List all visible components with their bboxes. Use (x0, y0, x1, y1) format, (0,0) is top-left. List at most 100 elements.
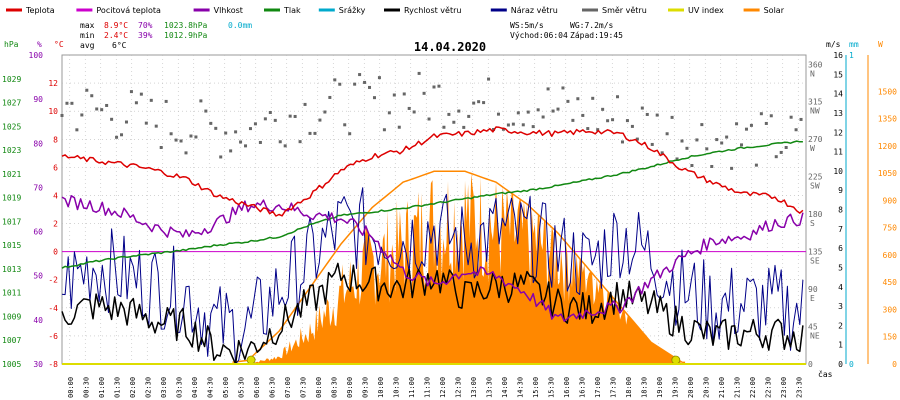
solar-tick: 900 (883, 196, 898, 205)
humidity-tick: 90 (33, 95, 43, 104)
humidity-unit: % (37, 40, 42, 49)
x-tick-label: 07:00 (284, 377, 292, 398)
wind-direction-point (110, 117, 114, 121)
humidity-tick: 50 (33, 272, 43, 281)
wind-direction-point (358, 73, 362, 77)
direction-tick: 180 (808, 210, 823, 219)
wind-direction-point (154, 124, 158, 128)
wind-direction-point (442, 125, 446, 129)
x-tick-label: 15:00 (532, 377, 540, 398)
wind-tick: 15 (833, 70, 843, 79)
wind-direction-point (496, 112, 500, 116)
wind-tick: 3 (838, 302, 843, 311)
x-tick-label: 14:30 (516, 377, 524, 398)
wind-direction-point (258, 140, 262, 144)
wind-direction-point (690, 164, 694, 168)
temp-tick: 4 (53, 191, 58, 200)
x-tick-label: 22:00 (749, 377, 757, 398)
stat-max-temp: 8.9°C (104, 21, 128, 30)
wind-direction-point (343, 123, 347, 127)
wind-direction-point (129, 90, 133, 94)
wind-direction-point (363, 80, 367, 84)
wind-direction-point (244, 144, 248, 148)
wind-direction-point (65, 101, 69, 105)
stat-max-label: max (80, 21, 95, 30)
x-tick-label: 19:00 (656, 377, 664, 398)
wind-direction-point (501, 127, 505, 131)
wind-direction-point (467, 114, 471, 118)
wind-direction-point (159, 146, 163, 150)
legend-label: Pocitová teplota (96, 6, 161, 15)
direction-label: NW (810, 107, 820, 116)
x-tick-label: 04:30 (206, 377, 214, 398)
humidity-tick: 80 (33, 139, 43, 148)
rain-tick: 1 (849, 51, 854, 60)
x-tick-label: 03:30 (175, 377, 183, 398)
x-tick-label: 01:00 (98, 377, 106, 398)
wind-direction-point (616, 95, 620, 99)
wind-tick: 13 (833, 109, 843, 118)
x-tick-label: 20:30 (702, 377, 710, 398)
x-tick-label: 08:00 (315, 377, 323, 398)
solar-tick: 450 (883, 278, 898, 287)
x-tick-label: 14:00 (501, 377, 509, 398)
wind-direction-point (705, 147, 709, 151)
wind-direction-point (759, 112, 763, 116)
wind-tick: 12 (833, 128, 843, 137)
stat-min-temp: 2.4°C (104, 31, 128, 40)
temp-tick: 6 (53, 163, 58, 172)
solar-tick: 600 (883, 251, 898, 260)
time-unit: čas (818, 369, 833, 379)
temp-unit: °C (54, 40, 64, 49)
wind-direction-point (402, 92, 406, 96)
direction-tick: 135 (808, 248, 823, 257)
wind-direction-point (482, 101, 486, 105)
uv-marker (246, 355, 256, 365)
wind-direction-point (551, 109, 555, 113)
stat-min-hum: 39% (138, 31, 153, 40)
wind-direction-point (660, 151, 664, 155)
pressure-tick: 1009 (2, 312, 21, 321)
gust-line (61, 187, 804, 365)
wind-direction-point (224, 131, 228, 135)
wind-tick: 4 (838, 283, 843, 292)
x-tick-label: 02:30 (144, 377, 152, 398)
wind-direction-point (412, 110, 416, 114)
wind-direction-point (303, 102, 307, 106)
wind-direction-point (174, 138, 178, 142)
pressure-tick: 1005 (2, 360, 21, 369)
wind-tick: 8 (838, 206, 843, 215)
x-tick-label: 07:30 (299, 377, 307, 398)
wind-direction-point (769, 114, 773, 118)
wind-direction-point (293, 114, 297, 118)
x-tick-label: 19:30 (671, 377, 679, 398)
wind-direction-point (100, 108, 104, 112)
x-tick-label: 10:30 (392, 377, 400, 398)
x-tick-label: 21:30 (733, 377, 741, 398)
wind-direction-point (650, 142, 654, 146)
stat-avg-temp: 6°C (112, 41, 127, 50)
wind-direction-point (477, 100, 481, 104)
wind-direction-point (511, 122, 515, 126)
wind-direction-point (348, 132, 352, 136)
wind-tick: 2 (838, 321, 843, 330)
wind-direction-point (353, 82, 357, 86)
wind-direction-point (457, 109, 461, 113)
x-tick-label: 17:00 (594, 377, 602, 398)
humidity-tick: 100 (29, 51, 44, 60)
stat-ws: WS:5m/s (510, 21, 544, 30)
wind-direction-point (437, 84, 441, 88)
wind-direction-point (675, 157, 679, 161)
wind-tick: 0 (838, 360, 843, 369)
direction-tick: 270 (808, 135, 823, 144)
wind-direction-point (115, 135, 119, 139)
humidity-tick: 60 (33, 228, 43, 237)
wind-direction-point (338, 82, 342, 86)
wind-direction-point (333, 78, 337, 82)
wind-direction-point (248, 127, 252, 131)
stat-max-rain: 0.0mm (228, 21, 252, 30)
wind-direction-point (189, 134, 193, 138)
wind-direction-point (105, 103, 109, 107)
wind-direction-point (799, 117, 803, 121)
pressure-tick: 1027 (2, 99, 21, 108)
